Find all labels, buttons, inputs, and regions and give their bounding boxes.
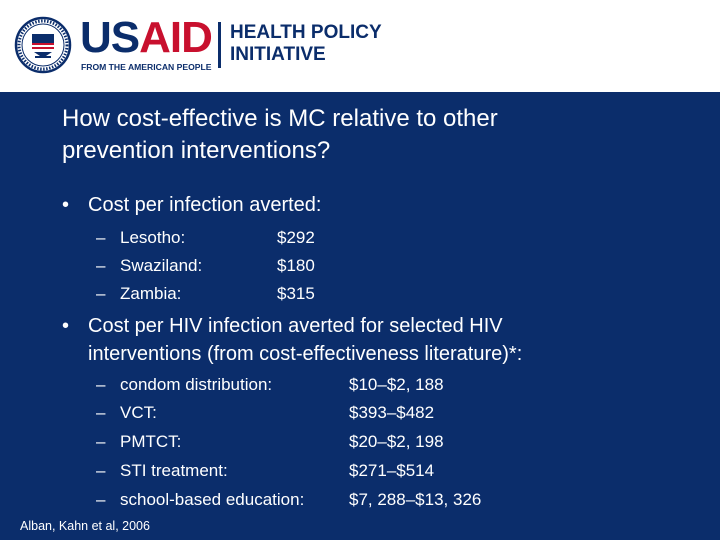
sub-dash: – [96, 490, 106, 509]
sub-value: $20–$2, 198 [349, 432, 444, 451]
sub-value: $10–$2, 188 [349, 375, 444, 394]
sub-label: VCT: [120, 403, 157, 422]
logo-letters-aid: AID [139, 13, 213, 62]
sub-label: Zambia: [120, 284, 182, 303]
sub-label: school-based education: [120, 490, 305, 509]
sub-dash: – [96, 403, 106, 422]
program-name-line2: INITIATIVE [230, 44, 326, 65]
sub-dash: – [96, 432, 106, 451]
bullet-2-text-line1: Cost per HIV infection averted for selec… [88, 315, 503, 337]
header-bar: USAID FROM THE AMERICAN PEOPLE HEALTH PO… [0, 0, 720, 92]
usaid-seal-icon [14, 16, 72, 74]
usaid-logo-wordmark: USAID [80, 13, 213, 62]
slide-title: How cost-effective is MC relative to oth… [62, 103, 682, 167]
program-name: HEALTH POLICY INITIATIVE [230, 22, 382, 66]
citation: Alban, Kahn et al, 2006 [20, 519, 150, 533]
sub-value: $315 [277, 284, 315, 303]
sub-value: $393–$482 [349, 403, 435, 422]
bullet-marker: • [62, 194, 70, 216]
sub-value: $271–$514 [349, 461, 435, 480]
logo-letter-u: U [80, 13, 112, 62]
sub-dash: – [96, 228, 106, 247]
sub-value: $292 [277, 228, 315, 247]
bullet-2-text-line2: interventions (from cost-effectiveness l… [88, 343, 523, 365]
program-name-line1: HEALTH POLICY [230, 22, 382, 43]
logo-tagline: FROM THE AMERICAN PEOPLE [81, 62, 212, 72]
sub-label: Swaziland: [120, 256, 203, 275]
sub-dash: – [96, 375, 106, 394]
sub-value: $180 [277, 256, 315, 275]
slide-title-line1: How cost-effective is MC relative to oth… [62, 105, 498, 132]
slide-title-line2: prevention interventions? [62, 137, 331, 164]
sub-value: $7, 288–$13, 326 [349, 490, 482, 509]
logo-letter-s: S [110, 13, 140, 62]
sub-label: Lesotho: [120, 228, 186, 247]
bullet-1-text: Cost per infection averted: [88, 194, 322, 216]
sub-dash: – [96, 256, 106, 275]
sub-dash: – [96, 284, 106, 303]
bullet-marker: • [62, 315, 70, 337]
sub-dash: – [96, 461, 106, 480]
sub-label: condom distribution: [120, 375, 273, 394]
sub-label: STI treatment: [120, 461, 228, 480]
logo-divider [218, 22, 221, 68]
sub-label: PMTCT: [120, 432, 182, 451]
